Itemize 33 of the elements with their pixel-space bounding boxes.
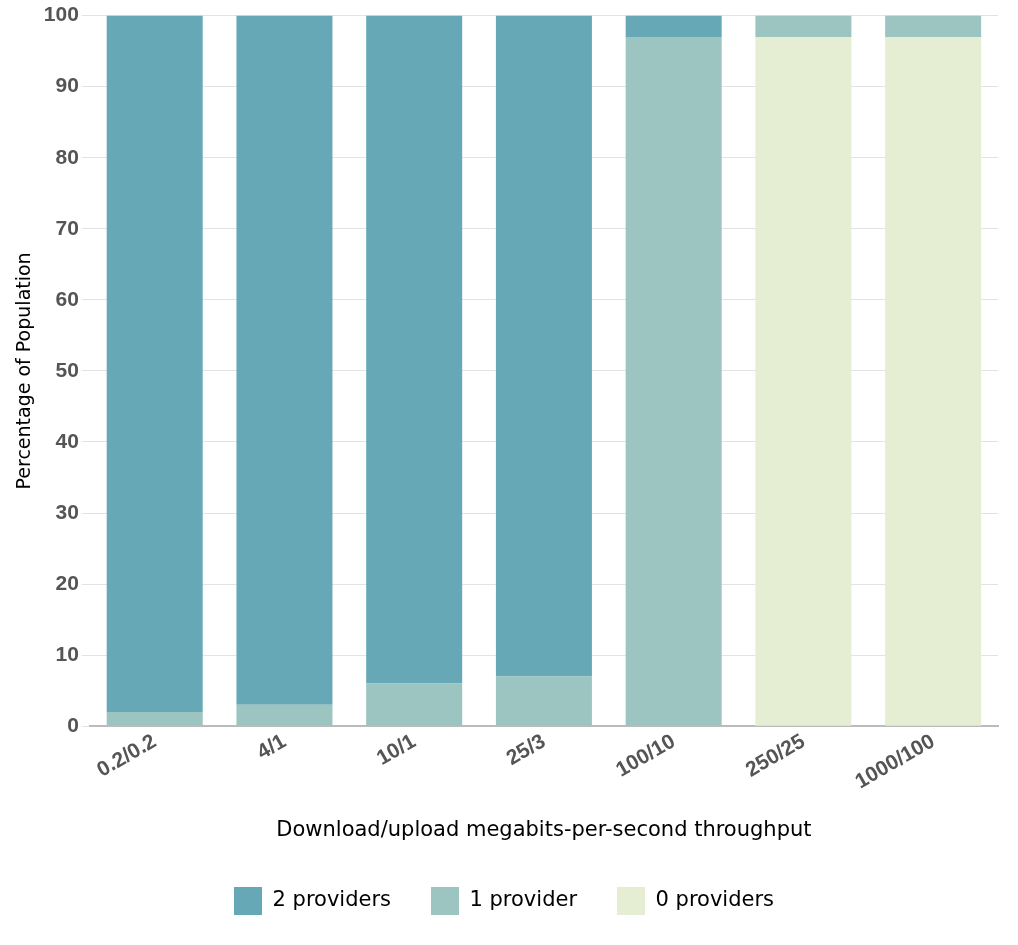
bar [625,15,722,37]
bar [236,15,333,705]
bar [625,36,722,726]
y-axis-title: Percentage of Population [12,252,35,490]
x-tick-label: 4/1 [252,728,290,764]
bar [366,683,463,726]
bar [106,711,203,726]
legend-label: 0 providers [655,887,774,912]
x-tick-label: 25/3 [501,728,549,769]
bar [755,15,852,37]
y-tick-label: 70 [55,215,79,239]
bar [885,36,982,726]
y-tick-label: 0 [67,712,79,736]
bar [106,15,203,712]
bar [755,36,852,726]
x-tick-label: 10/1 [372,728,420,769]
y-tick-label: 60 [55,286,79,310]
bar [236,704,333,726]
legend-label: 2 providers [272,887,391,912]
bar [885,15,982,37]
y-tick-label: 100 [43,2,79,26]
y-tick-label: 40 [55,428,79,452]
y-tick-label: 30 [55,499,79,523]
bar [366,15,463,684]
y-tick-label: 10 [55,641,79,665]
bar [495,676,592,726]
y-tick-label: 20 [55,570,79,594]
y-tick-label: 50 [55,357,79,381]
y-tick-label: 90 [55,73,79,97]
y-tick-label: 80 [55,144,79,168]
bar [495,15,592,677]
legend-label: 1 provider [469,887,578,912]
x-axis-title: Download/upload megabits-per-second throughput [276,816,812,841]
